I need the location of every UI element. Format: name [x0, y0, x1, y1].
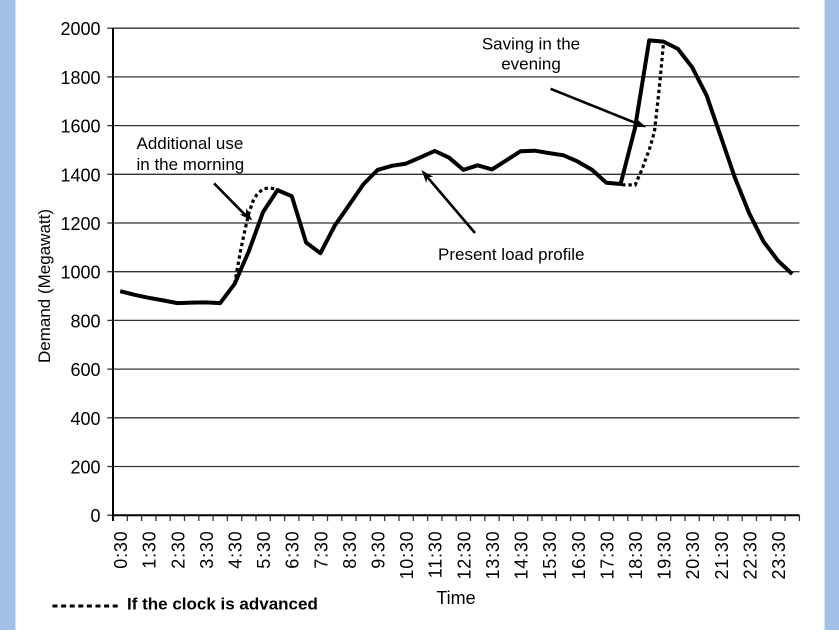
- svg-text:Present load profile: Present load profile: [438, 245, 584, 264]
- svg-text:600: 600: [70, 360, 100, 380]
- svg-text:16:30: 16:30: [569, 531, 589, 580]
- svg-text:2:30: 2:30: [168, 531, 188, 569]
- svg-text:20:30: 20:30: [683, 531, 703, 580]
- svg-text:11:30: 11:30: [426, 531, 446, 579]
- svg-text:evening: evening: [501, 55, 561, 74]
- svg-text:Additional use: Additional use: [137, 134, 244, 153]
- svg-text:Saving in the: Saving in the: [482, 35, 580, 54]
- svg-text:800: 800: [70, 311, 100, 331]
- svg-text:3:30: 3:30: [197, 531, 217, 569]
- svg-text:8:30: 8:30: [340, 531, 360, 569]
- svg-text:200: 200: [70, 458, 100, 478]
- svg-text:19:30: 19:30: [655, 531, 675, 580]
- svg-text:22:30: 22:30: [740, 531, 760, 580]
- svg-text:17:30: 17:30: [597, 531, 617, 580]
- svg-text:1:30: 1:30: [140, 531, 160, 569]
- svg-text:1200: 1200: [60, 214, 100, 234]
- svg-text:1400: 1400: [60, 165, 100, 185]
- svg-text:4:30: 4:30: [226, 531, 246, 569]
- svg-text:21:30: 21:30: [712, 531, 732, 580]
- svg-text:1000: 1000: [60, 263, 100, 283]
- svg-text:in the morning: in the morning: [137, 155, 245, 174]
- svg-text:14:30: 14:30: [512, 531, 532, 580]
- svg-text:15:30: 15:30: [540, 531, 560, 580]
- svg-text:10:30: 10:30: [397, 531, 417, 580]
- svg-text:If the clock is advanced: If the clock is advanced: [127, 595, 318, 614]
- svg-text:0:30: 0:30: [111, 531, 131, 569]
- svg-text:7:30: 7:30: [311, 531, 331, 569]
- svg-text:Time: Time: [436, 588, 475, 608]
- svg-text:9:30: 9:30: [369, 531, 389, 569]
- svg-text:23:30: 23:30: [769, 531, 789, 580]
- svg-text:13:30: 13:30: [483, 531, 503, 580]
- svg-text:1800: 1800: [60, 68, 100, 88]
- svg-text:5:30: 5:30: [254, 531, 274, 569]
- svg-text:2000: 2000: [60, 19, 100, 39]
- svg-text:12:30: 12:30: [454, 531, 474, 580]
- svg-text:6:30: 6:30: [283, 531, 303, 569]
- svg-text:400: 400: [70, 409, 100, 429]
- svg-text:18:30: 18:30: [626, 531, 646, 580]
- svg-text:0: 0: [90, 506, 100, 526]
- svg-text:Demand (Megawatt): Demand (Megawatt): [35, 209, 54, 363]
- svg-text:1600: 1600: [60, 117, 100, 137]
